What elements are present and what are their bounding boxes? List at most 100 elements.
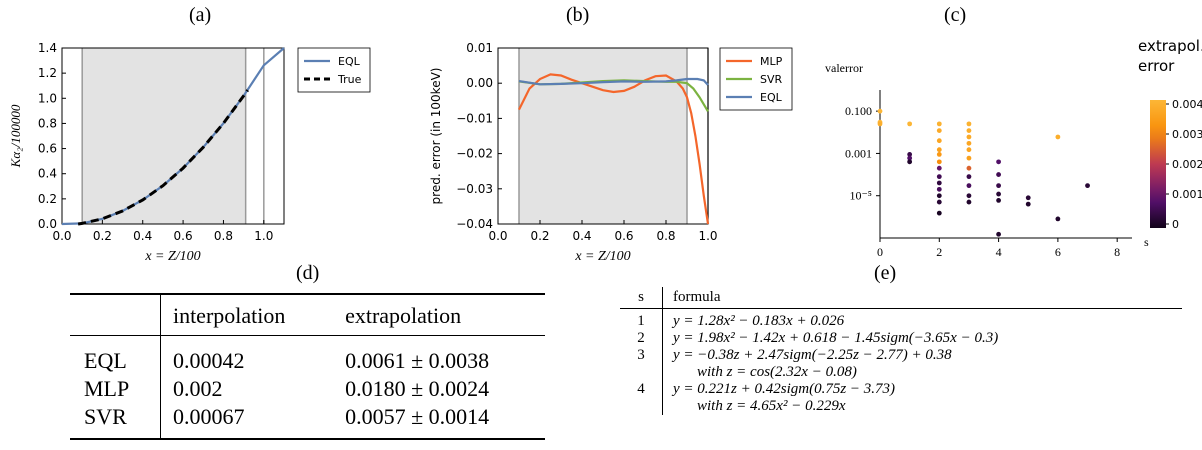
y-axis-label: valerror [825,61,863,75]
scatter-point [877,108,883,114]
y-tick-label: 1.4 [38,41,57,55]
scatter-point [907,121,913,127]
panel-label-c: (c) [944,4,967,26]
y-tick-label: −0.04 [456,217,493,231]
x-axis-label: x = Z/100 [144,249,200,264]
scatter-point [936,165,942,171]
y-axis-label: pred. error (in 100keV) [429,68,443,205]
chart-c: 0 2 4 6 8 0.100 0.001 10⁻⁵ valerror s extrapol. err… [825,37,1202,259]
series-line-mlp [518,73,710,225]
scatter-point [996,191,1001,197]
scatter-point [936,193,942,199]
x-tick-label: 0 [877,245,883,259]
scatter-point [936,128,942,134]
x-tick-label: 1.0 [698,229,717,243]
scatter-point [966,183,972,189]
formula-cell: y = 0.221z + 0.42sigm(0.75z − 3.73) with… [663,381,1183,415]
y-tick-label: −0.02 [456,147,493,161]
scatter-point [966,174,972,180]
x-tick-label: 0.0 [52,229,71,243]
scatter-point [966,165,972,171]
table-row: 4 y = 0.221z + 0.42sigm(0.75z − 3.73) wi… [620,381,1182,415]
scatter-point [936,121,942,127]
colorbar-tick-label: 0 [1172,218,1179,231]
scatter-point [936,180,942,186]
scatter-point [936,210,942,216]
scatter-point [907,159,913,165]
colorbar-tick-label: 0.004 [1172,98,1202,111]
scatter-point [966,121,972,127]
scatter-point [936,174,942,180]
scatter-point [877,121,883,127]
method-cell: EQL [70,335,161,375]
formula-line: with z = cos(2.32x − 0.08) [697,364,857,380]
table-e-header-formula: formula [673,289,721,305]
scatter-point [1055,134,1061,140]
formula-cell: y = −0.38z + 2.47sigm(−2.25z − 2.77) + 0… [663,347,1183,381]
table-row: 3 y = −0.38z + 2.47sigm(−2.25z − 2.77) +… [620,347,1182,381]
extrapolation-cell: 0.0061 ± 0.0038 [345,348,490,373]
formula-line: y = 0.221z + 0.42sigm(0.75z − 3.73) [673,381,896,397]
scatter-point [936,199,942,205]
scatter-point [966,140,972,146]
extrapolation-cell: 0.0057 ± 0.0014 [345,404,490,429]
x-tick-label: 0.2 [530,229,549,243]
legend-label-mlp: MLP [760,55,783,68]
y-tick-label: 0.8 [38,116,57,130]
table-e-header-s: s [620,287,663,309]
y-tick-label: −0.01 [456,111,493,125]
y-tick-label: −0.03 [456,182,493,196]
plot-frame [61,47,285,225]
y-axis-label: Kα₂/100000 [8,104,23,168]
x-tick-label: 6 [1055,245,1061,259]
x-tick-label: 0.6 [614,229,633,243]
y-tick-label: 0.6 [38,142,57,156]
extrapolation-cell: 0.0180 ± 0.0024 [345,376,490,401]
formula-cell: y = 1.98x² − 1.42x + 0.618 − 1.45sigm(−3… [663,330,1183,347]
y-tick-label: 0.4 [38,167,57,181]
formula-table-e: s formula 1 y = 1.28x² − 0.183x + 0.026 … [620,287,1182,415]
x-tick-label: 1.0 [254,229,273,243]
y-tick-label: 0.00 [466,76,493,90]
scatter-point [996,183,1001,189]
scatter-point [966,199,972,205]
scatter-point [996,172,1001,177]
method-cell: SVR [70,403,161,439]
y-tick-label: 0.2 [38,192,57,206]
scatter-point [936,138,942,144]
scatter-point [966,147,972,153]
y-tick-label: 0.01 [466,41,493,55]
series-line-eql [518,77,709,86]
x-tick-label: 4 [996,245,1002,259]
formula-line: with z = 4.65x² − 0.229x [697,398,846,414]
x-tick-label: 0.2 [93,229,112,243]
colorbar-tick-label: 0.002 [1172,158,1202,171]
formula-line: y = −0.38z + 2.47sigm(−2.25z − 2.77) + 0… [673,347,952,363]
x-axis-label: x = Z/100 [574,249,630,264]
scatter-point [1025,201,1031,207]
colorbar-title: error [1138,57,1175,75]
x-tick-label: 0.4 [572,229,591,243]
x-tick-label: 0.0 [488,229,507,243]
scatter-point [966,155,972,161]
legend-label-eql: EQL [760,91,783,104]
scatter-point [1055,216,1061,222]
table-row: EQL 0.00042 0.0061 ± 0.0038 [70,335,545,375]
x-tick-label: 0.8 [214,229,233,243]
x-tick-label: 0.8 [656,229,675,243]
legend-label-true: True [337,73,362,86]
table-d-header-interpolation: interpolation [172,303,286,328]
complexity-cell: 4 [620,381,663,415]
colorbar-title: extrapol. [1138,37,1202,55]
y-tick-label: 1.0 [38,91,57,105]
scatter-point [936,186,942,192]
x-axis-label: s [1144,235,1149,249]
results-table-d: interpolation extrapolation EQL 0.00042 … [70,293,545,440]
interpolation-cell: 0.00042 [172,348,245,373]
scatter-point [966,193,972,199]
scatter-point [996,159,1001,165]
scatter-point [966,128,972,134]
complexity-cell: 1 [620,308,663,330]
scatter-point [996,231,1001,237]
formula-line: y = 1.28x² − 0.183x + 0.026 [673,313,845,329]
